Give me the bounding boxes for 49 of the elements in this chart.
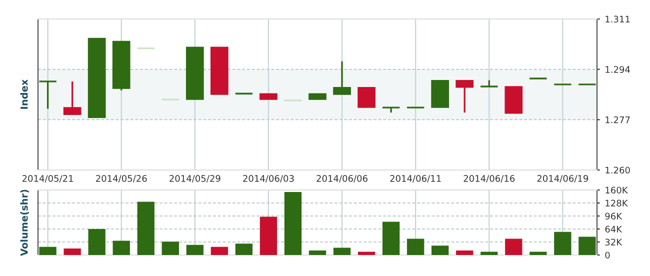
x-tick-label: 2014/06/16 (464, 175, 515, 183)
x-tick-label: 2014/06/19 (537, 175, 588, 183)
bar (235, 244, 253, 255)
y-tick-label: 96K (605, 212, 622, 220)
candlestick (382, 106, 400, 114)
candlestick (63, 80, 82, 116)
x-tick-label: 2014/05/26 (96, 175, 147, 183)
x-tick-label: 2014/06/06 (316, 175, 368, 183)
y-tick-label: 160K (606, 186, 628, 194)
bar (260, 216, 278, 255)
bar (39, 246, 56, 255)
bar (505, 238, 522, 255)
bar (64, 248, 81, 255)
bar (88, 229, 106, 255)
y-tick-label: 64K (605, 226, 622, 233)
bar (480, 252, 498, 255)
bar (186, 244, 204, 255)
y-tick-label: 32K (605, 238, 622, 246)
x-tick-label: 2014/06/11 (390, 175, 441, 183)
bar (530, 252, 547, 255)
y-tick-label: 0 (605, 252, 610, 259)
y-tick-label: 1.277 (606, 116, 630, 124)
candlestick (333, 60, 351, 96)
bar (112, 240, 130, 255)
y-axis-title: Volume(shr) (20, 190, 29, 256)
bar (284, 192, 302, 255)
bar (162, 242, 179, 255)
y-tick-label: 128K (606, 200, 628, 207)
candlestick (38, 80, 58, 110)
bar (382, 222, 400, 255)
bar (137, 202, 154, 255)
x-tick-label: 2014/06/03 (243, 175, 294, 183)
bar (406, 238, 424, 255)
bar (554, 232, 572, 255)
bar (210, 246, 228, 255)
bar (308, 250, 326, 255)
x-tick-label: 2014/05/29 (170, 175, 220, 183)
x-tick-label: 2014/05/21 (22, 175, 73, 183)
bar (456, 250, 474, 255)
y-tick-label: 1.294 (606, 66, 630, 73)
candlestick (358, 87, 376, 108)
bar (432, 246, 449, 255)
y-axis-title: Index (20, 79, 28, 109)
y-tick-label: 1.311 (606, 16, 630, 23)
y-tick-label: 1.260 (606, 166, 630, 174)
bar (578, 236, 596, 255)
bar (358, 252, 376, 255)
candlestick (456, 79, 474, 114)
bar (333, 248, 351, 255)
